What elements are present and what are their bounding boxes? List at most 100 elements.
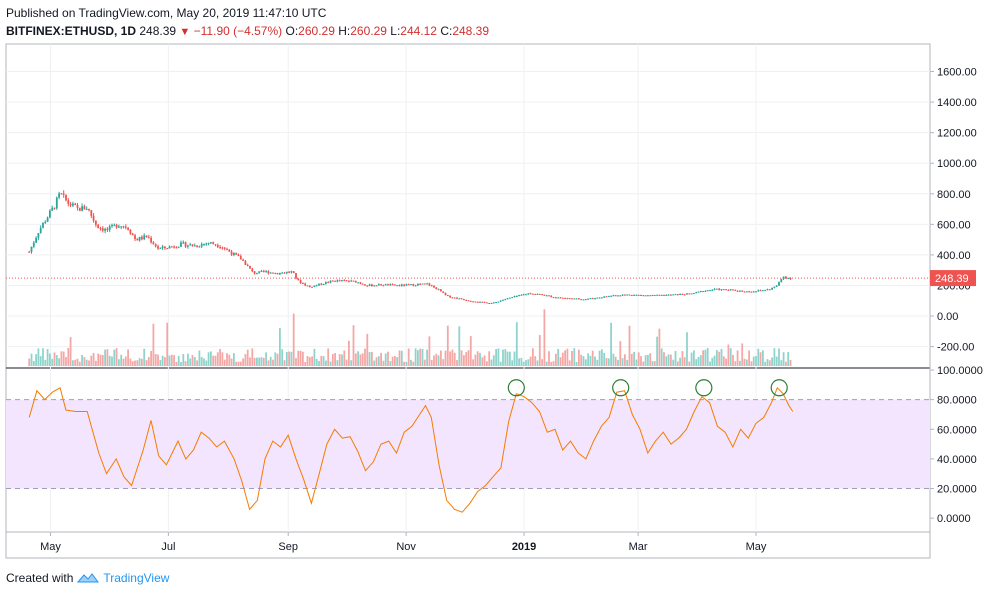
volume-bar [759, 352, 762, 366]
candle-body [778, 282, 780, 286]
volume-bar [152, 323, 155, 366]
open-label: O: [285, 24, 299, 38]
rsi-peak-circle [695, 379, 713, 397]
candle-body [669, 294, 672, 296]
candle-body [775, 285, 778, 287]
volume-bar [354, 353, 357, 366]
candle-body [784, 276, 787, 279]
price-tick-label: 0.00 [937, 311, 958, 323]
volume-bar [101, 355, 104, 366]
candle-body [605, 296, 608, 298]
volume-bar [421, 348, 424, 366]
rsi-band [6, 399, 930, 490]
candle-body [267, 271, 270, 274]
volume-bar [738, 360, 741, 366]
candle-body [722, 289, 725, 291]
candle-body [313, 285, 316, 287]
candle-body [405, 284, 408, 286]
candle-body [69, 203, 72, 206]
candle-body [168, 246, 171, 249]
volume-bar [642, 361, 645, 366]
volume-bar [577, 349, 580, 366]
candle-body [85, 208, 88, 210]
candle-body [488, 302, 491, 304]
volume-bar [692, 350, 695, 366]
volume-bar [635, 359, 638, 366]
candle-body [573, 298, 576, 300]
volume-bar [329, 361, 332, 366]
volume-bar [92, 353, 95, 366]
candle-body [129, 229, 132, 234]
volume-bar [416, 350, 419, 366]
candle-body [752, 291, 755, 293]
volume-bar [612, 353, 615, 366]
candle-body [430, 285, 433, 287]
volume-bar [561, 352, 564, 366]
candle-body [506, 298, 509, 300]
candle-body [145, 235, 148, 238]
candle-body [635, 294, 638, 296]
volume-bar [159, 360, 162, 366]
volume-bar [748, 350, 750, 366]
volume-bar [327, 348, 330, 366]
candle-body [366, 285, 369, 287]
candle-body [550, 295, 553, 298]
volume-bar [37, 348, 40, 366]
volume-bar [660, 348, 663, 366]
candle-body [166, 248, 169, 250]
candle-body [630, 295, 633, 297]
volume-bar [426, 349, 428, 366]
volume-bar [410, 359, 412, 366]
volume-bar [518, 358, 520, 366]
volume-bar [244, 354, 247, 366]
candle-body [62, 193, 65, 195]
volume-bar [193, 357, 196, 366]
volume-bar [370, 351, 373, 366]
candle-body [421, 283, 424, 285]
time-tick-label: Nov [396, 541, 416, 553]
volume-bar [212, 355, 215, 366]
candle-body [513, 296, 516, 298]
volume-bar [258, 357, 261, 366]
volume-bar [522, 361, 525, 366]
volume-bar [525, 360, 527, 366]
volume-bar [649, 353, 652, 366]
volume-bar [44, 359, 47, 366]
candle-body [580, 299, 583, 301]
candle-body [598, 297, 601, 299]
tradingview-brand[interactable]: TradingView [103, 571, 170, 585]
volume-bar [182, 354, 185, 366]
candle-body [619, 295, 622, 297]
candle-body [642, 295, 645, 297]
candle-body [400, 284, 403, 286]
candle-body [113, 224, 116, 226]
volume-bar [242, 358, 244, 366]
volume-bar [235, 361, 238, 366]
volume-bar [628, 325, 631, 366]
candle-body [474, 301, 477, 303]
candle-body [577, 298, 580, 300]
candle-body [30, 246, 33, 252]
time-tick-label: Mar [629, 541, 648, 553]
volume-bar [74, 359, 77, 366]
candle-body [481, 301, 484, 303]
volume-bar [265, 352, 267, 366]
candle-body [32, 242, 35, 247]
volume-bar [150, 350, 152, 366]
volume-bar [200, 356, 203, 366]
candle-body [626, 294, 629, 296]
volume-bar [295, 358, 297, 366]
candle-body [327, 282, 330, 284]
candle-body [306, 285, 309, 287]
volume-bar [686, 332, 688, 366]
volume-bar [490, 359, 493, 366]
time-tick-label: May [40, 541, 61, 553]
candle-body [74, 203, 77, 206]
candle-body [324, 282, 327, 284]
volume-bar [644, 355, 647, 366]
candle-body [108, 226, 111, 231]
candle-body [467, 300, 470, 302]
time-tick-label: Sep [278, 541, 298, 553]
candle-body [44, 221, 47, 223]
